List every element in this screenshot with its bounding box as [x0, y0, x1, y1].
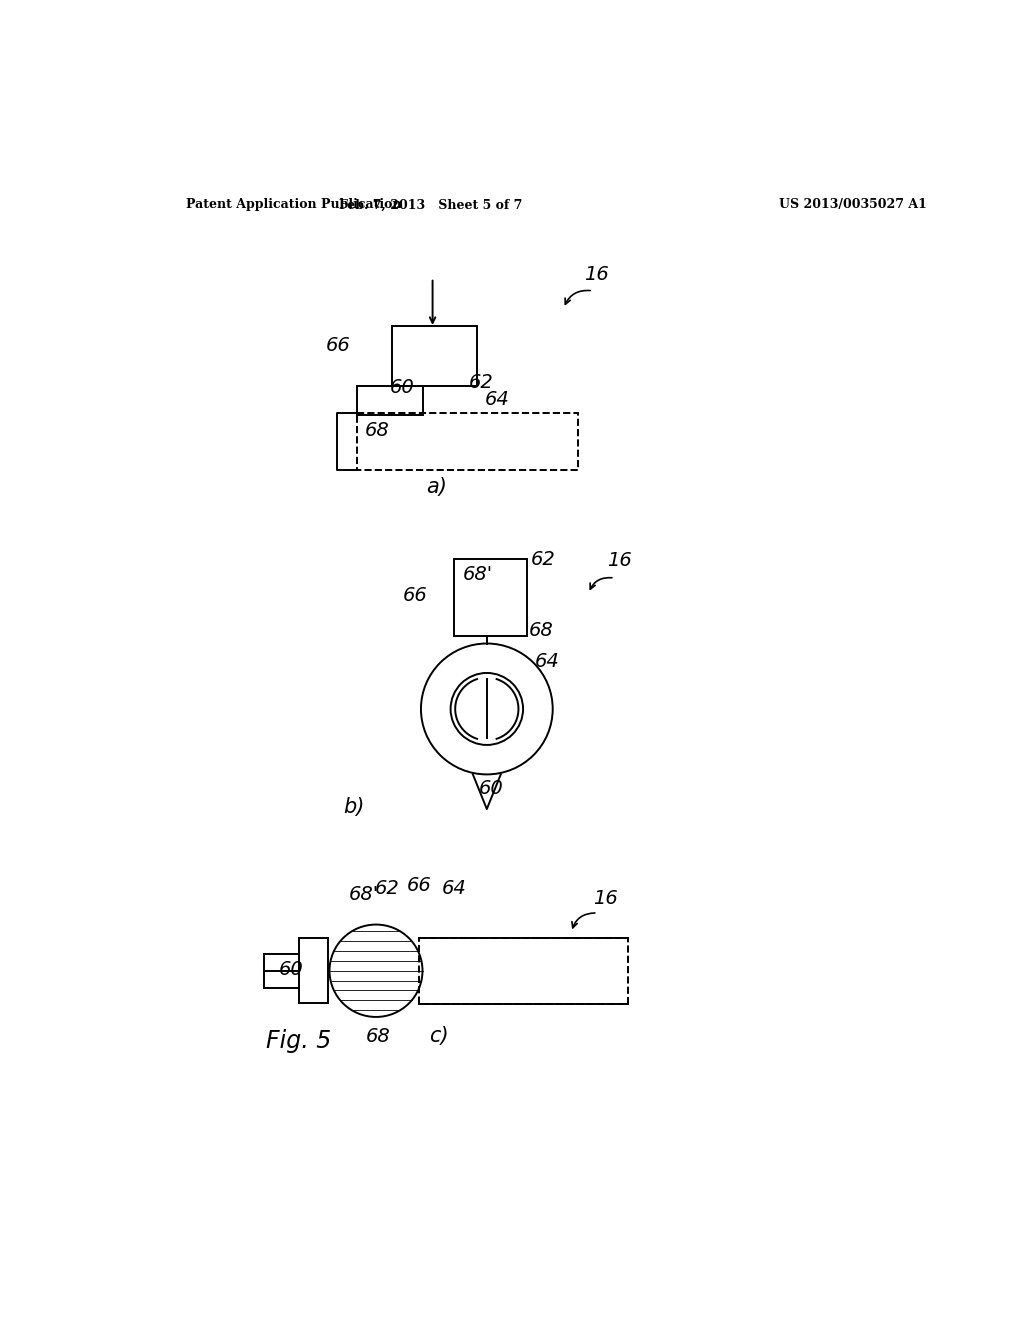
- Text: c): c): [429, 1027, 449, 1047]
- Bar: [391, 326, 477, 385]
- Text: 68': 68': [349, 884, 379, 904]
- Bar: [356, 385, 423, 414]
- Text: 64: 64: [484, 389, 509, 409]
- Text: Feb. 7, 2013   Sheet 5 of 7: Feb. 7, 2013 Sheet 5 of 7: [339, 198, 522, 211]
- Text: 60: 60: [280, 960, 304, 978]
- Text: 16: 16: [593, 888, 617, 908]
- Bar: [356, 412, 578, 470]
- Text: 60: 60: [390, 379, 415, 397]
- Text: 62: 62: [531, 550, 556, 569]
- Text: a): a): [426, 478, 447, 498]
- Text: 64: 64: [535, 652, 560, 671]
- Text: 66: 66: [403, 586, 428, 605]
- Text: 62: 62: [375, 879, 399, 898]
- Text: 68: 68: [365, 421, 389, 440]
- Text: 66: 66: [407, 876, 432, 895]
- Text: Fig. 5: Fig. 5: [266, 1028, 331, 1053]
- Text: 68: 68: [528, 620, 553, 640]
- Bar: [454, 558, 527, 636]
- Text: 16: 16: [584, 265, 608, 284]
- Text: 68': 68': [463, 565, 493, 585]
- Text: 68: 68: [366, 1027, 391, 1047]
- Text: 64: 64: [442, 879, 467, 898]
- Text: 16: 16: [607, 552, 632, 570]
- Text: Patent Application Publication: Patent Application Publication: [186, 198, 401, 211]
- Text: US 2013/0035027 A1: US 2013/0035027 A1: [779, 198, 927, 211]
- Text: 60: 60: [479, 779, 504, 797]
- Text: b): b): [343, 797, 365, 817]
- Bar: [419, 939, 628, 1003]
- Bar: [299, 939, 328, 1003]
- Text: 62: 62: [469, 372, 494, 392]
- Text: 66: 66: [326, 335, 350, 355]
